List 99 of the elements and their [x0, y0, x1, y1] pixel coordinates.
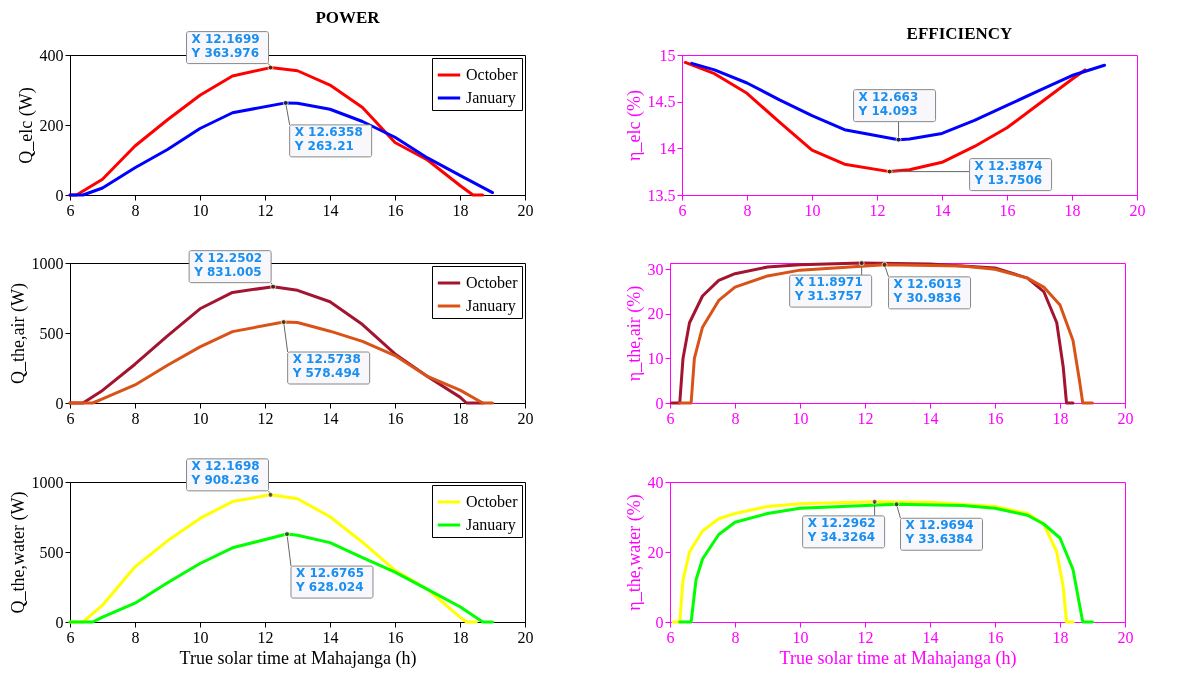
x-tick-label: 20 [517, 628, 534, 646]
x-tick-label: 8 [743, 201, 752, 219]
annotation: X 12.6358 Y 263.21 [293, 124, 363, 153]
x-tick-label: 10 [792, 409, 809, 427]
x-tick-label: 18 [452, 409, 469, 427]
y-tick-label: 30 [647, 260, 664, 278]
x-tick-label: 8 [731, 628, 740, 646]
x-tick-label: 14 [922, 409, 939, 427]
y-tick-label: 20 [647, 543, 664, 561]
y-axis-title: Q_the,water (W) [7, 491, 29, 614]
annotation: X 12.1698 Y 908.236 [190, 458, 260, 487]
line-series [690, 61, 1106, 143]
y-tick-label: 0 [55, 613, 64, 631]
x-tick-label: 10 [192, 628, 209, 646]
x-tick-label: 10 [192, 409, 209, 427]
chart-title: EFFICIENCY [906, 24, 1013, 43]
x-tick-label: 8 [731, 409, 740, 427]
x-tick-label: 16 [387, 628, 404, 646]
y-tick-label: 200 [39, 116, 64, 134]
y-tick-label: 1000 [31, 254, 64, 272]
x-tick-label: 6 [66, 409, 75, 427]
y-tick-label: 0 [655, 394, 664, 412]
x-tick-label: 18 [1064, 201, 1081, 219]
x-tick-label: 12 [857, 409, 874, 427]
x-tick-label: 6 [678, 201, 687, 219]
y-axis-title: Q_the,air (W) [7, 283, 29, 384]
x-tick-label: 20 [1117, 409, 1134, 427]
x-tick-label: 6 [66, 201, 75, 219]
annotation: X 12.2962 Y 34.3264 [806, 515, 876, 544]
y-tick-label: 13.5 [647, 186, 676, 204]
x-tick-label: 8 [131, 628, 140, 646]
annotation: X 12.2502 Y 831.005 [193, 250, 263, 279]
y-axis-title: η_elc (%) [623, 90, 645, 161]
x-tick-label: 20 [1129, 201, 1146, 219]
x-tick-label: 6 [666, 409, 675, 427]
annotation: X 12.663 Y 14.093 [857, 89, 919, 118]
x-tick-label: 14 [322, 628, 339, 646]
x-tick-label: 12 [857, 628, 874, 646]
x-tick-label: 18 [452, 628, 469, 646]
x-tick-label: 14 [322, 201, 339, 219]
x-tick-label: 12 [257, 628, 274, 646]
annotation: X 12.6013 Y 30.9836 [892, 276, 962, 305]
x-tick-label: 12 [869, 201, 886, 219]
legend-label: October [466, 493, 519, 510]
x-tick-label: 20 [517, 409, 534, 427]
annotation: X 12.5738 Y 578.494 [291, 352, 361, 381]
y-tick-label: 0 [55, 186, 64, 204]
x-tick-label: 10 [192, 201, 209, 219]
x-tick-label: 8 [131, 201, 140, 219]
x-tick-label: 10 [792, 628, 809, 646]
x-axis-title: True solar time at Mahajanga (h) [779, 647, 1017, 669]
x-tick-label: 16 [987, 409, 1004, 427]
annotation: X 12.6765 Y 628.024 [294, 566, 365, 595]
x-tick-label: 18 [452, 201, 469, 219]
x-tick-label: 8 [131, 409, 140, 427]
legend-label: January [466, 297, 516, 315]
legend-label: October [466, 274, 519, 291]
y-tick-label: 40 [647, 473, 664, 491]
y-tick-label: 20 [647, 305, 664, 323]
legend-label: January [466, 516, 516, 534]
y-tick-label: 1000 [31, 473, 64, 491]
y-tick-label: 0 [655, 613, 664, 631]
line-series [68, 319, 494, 405]
y-tick-label: 0 [55, 394, 64, 412]
y-tick-label: 500 [39, 324, 64, 342]
x-tick-label: 20 [1117, 628, 1134, 646]
y-axis-title: Q_elc (W) [15, 87, 37, 164]
x-tick-label: 12 [257, 201, 274, 219]
y-axis-title: η_the,water (%) [623, 494, 645, 611]
x-tick-label: 20 [517, 201, 534, 219]
x-axis-title: True solar time at Mahajanga (h) [179, 647, 417, 669]
y-tick-label: 10 [647, 349, 664, 367]
x-tick-label: 6 [66, 628, 75, 646]
x-tick-label: 16 [387, 409, 404, 427]
x-tick-label: 10 [804, 201, 821, 219]
x-tick-label: 18 [1052, 628, 1069, 646]
y-tick-label: 500 [39, 543, 64, 561]
x-tick-label: 14 [322, 409, 339, 427]
x-tick-label: 16 [999, 201, 1016, 219]
x-tick-label: 12 [257, 409, 274, 427]
legend-label: October [466, 66, 519, 83]
annotation: X 12.3874 Y 13.7506 [973, 158, 1043, 187]
y-tick-label: 14.5 [647, 93, 676, 111]
annotation: X 11.8971 Y 31.3757 [793, 275, 863, 304]
x-tick-label: 14 [934, 201, 951, 219]
y-tick-label: 14 [659, 139, 676, 157]
legend-label: January [466, 89, 516, 107]
y-tick-label: 15 [659, 46, 676, 64]
x-tick-label: 18 [1052, 409, 1069, 427]
x-tick-label: 16 [387, 201, 404, 219]
chart-title: POWER [315, 8, 381, 28]
line-series [683, 60, 1087, 175]
y-axis-title: η_the,air (%) [623, 285, 645, 382]
y-tick-label: 400 [39, 46, 64, 64]
x-tick-label: 6 [666, 628, 675, 646]
annotation: X 12.9694 Y 33.6384 [904, 518, 974, 547]
x-tick-label: 16 [987, 628, 1004, 646]
x-tick-label: 14 [922, 628, 939, 646]
annotation: X 12.1699 Y 363.976 [190, 31, 260, 60]
